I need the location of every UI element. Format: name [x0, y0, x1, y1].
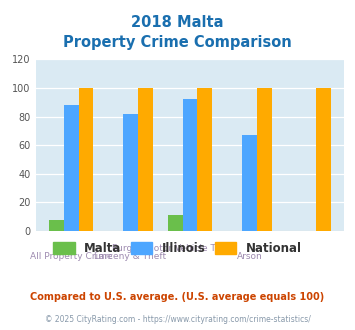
Bar [316, 88, 331, 231]
Text: Motor Vehicle Theft: Motor Vehicle Theft [146, 244, 234, 253]
Bar [78, 88, 93, 231]
Bar [138, 88, 153, 231]
Bar [197, 88, 212, 231]
Legend: Malta, Illinois, National: Malta, Illinois, National [49, 237, 306, 260]
Text: Compared to U.S. average. (U.S. average equals 100): Compared to U.S. average. (U.S. average … [31, 292, 324, 302]
Text: All Property Crime: All Property Crime [30, 252, 113, 261]
Text: Burglary: Burglary [111, 244, 150, 253]
Bar [257, 88, 272, 231]
Text: 2018 Malta: 2018 Malta [131, 15, 224, 30]
Bar [168, 215, 182, 231]
Bar [49, 219, 64, 231]
Bar [242, 135, 257, 231]
Bar [182, 99, 197, 231]
Text: Larceny & Theft: Larceny & Theft [94, 252, 166, 261]
Text: Arson: Arson [236, 252, 262, 261]
Bar [64, 105, 78, 231]
Bar [123, 114, 138, 231]
Text: Property Crime Comparison: Property Crime Comparison [63, 35, 292, 50]
Text: © 2025 CityRating.com - https://www.cityrating.com/crime-statistics/: © 2025 CityRating.com - https://www.city… [45, 315, 310, 324]
